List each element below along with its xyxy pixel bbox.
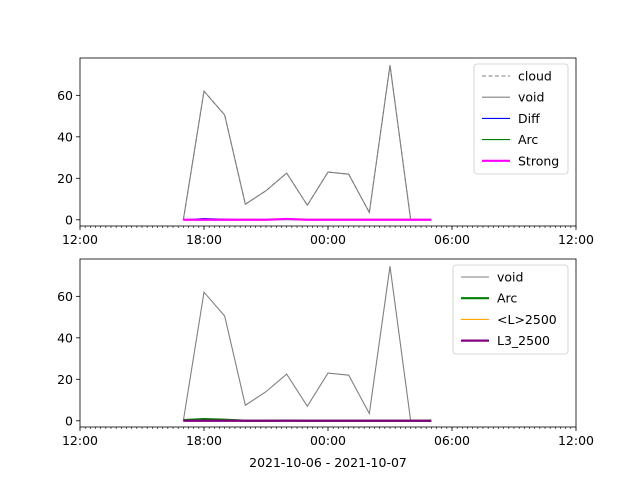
x-minor-ticks bbox=[79, 226, 577, 228]
y-tick-label: 60 bbox=[57, 88, 73, 103]
legend-label: Diff bbox=[518, 111, 540, 126]
y-tick-label: 0 bbox=[65, 212, 73, 227]
x-tick-label: 06:00 bbox=[434, 232, 470, 247]
legend-label: void bbox=[518, 90, 544, 105]
y-tick-label: 40 bbox=[57, 330, 73, 345]
x-tick-label: 12:00 bbox=[558, 232, 594, 247]
x-axis-label: 2021-10-06 - 2021-10-07 bbox=[249, 455, 407, 470]
legend-label: Strong bbox=[518, 153, 559, 168]
legend-label: Arc bbox=[497, 291, 517, 306]
x-tick-label: 12:00 bbox=[62, 232, 98, 247]
x-tick-label: 18:00 bbox=[186, 433, 222, 448]
y-tick-label: 40 bbox=[57, 129, 73, 144]
series-line-strong bbox=[183, 217, 432, 221]
x-tick-label: 00:00 bbox=[310, 232, 346, 247]
legend: cloud void Diff Arc Strong bbox=[473, 63, 569, 175]
bottom-panel: 12:00 18:00 00:00 06:00 12:00 0 20 40 60 void Arc <… bbox=[57, 258, 594, 448]
y-tick-label: 20 bbox=[57, 171, 73, 186]
legend-label: cloud bbox=[518, 69, 552, 84]
x-tick-label: 12:00 bbox=[558, 433, 594, 448]
series-line-void bbox=[182, 266, 432, 422]
y-tick-label: 60 bbox=[57, 289, 73, 304]
x-tick-label: 18:00 bbox=[186, 232, 222, 247]
y-tick-label: 0 bbox=[65, 413, 73, 428]
x-tick-label: 12:00 bbox=[62, 433, 98, 448]
legend-label: <L>2500 bbox=[497, 312, 557, 327]
legend-label: L3_2500 bbox=[497, 333, 550, 348]
legend: void Arc <L>2500 L3_2500 bbox=[452, 264, 569, 355]
y-tick-label: 20 bbox=[57, 372, 73, 387]
legend-label: void bbox=[497, 270, 523, 285]
x-tick-label: 06:00 bbox=[434, 433, 470, 448]
series-line-void bbox=[182, 65, 432, 221]
x-tick-label: 00:00 bbox=[310, 433, 346, 448]
top-panel: 12:00 18:00 00:00 06:00 12:00 0 20 40 60 cloud voi… bbox=[57, 57, 594, 247]
legend-label: Arc bbox=[518, 132, 538, 147]
